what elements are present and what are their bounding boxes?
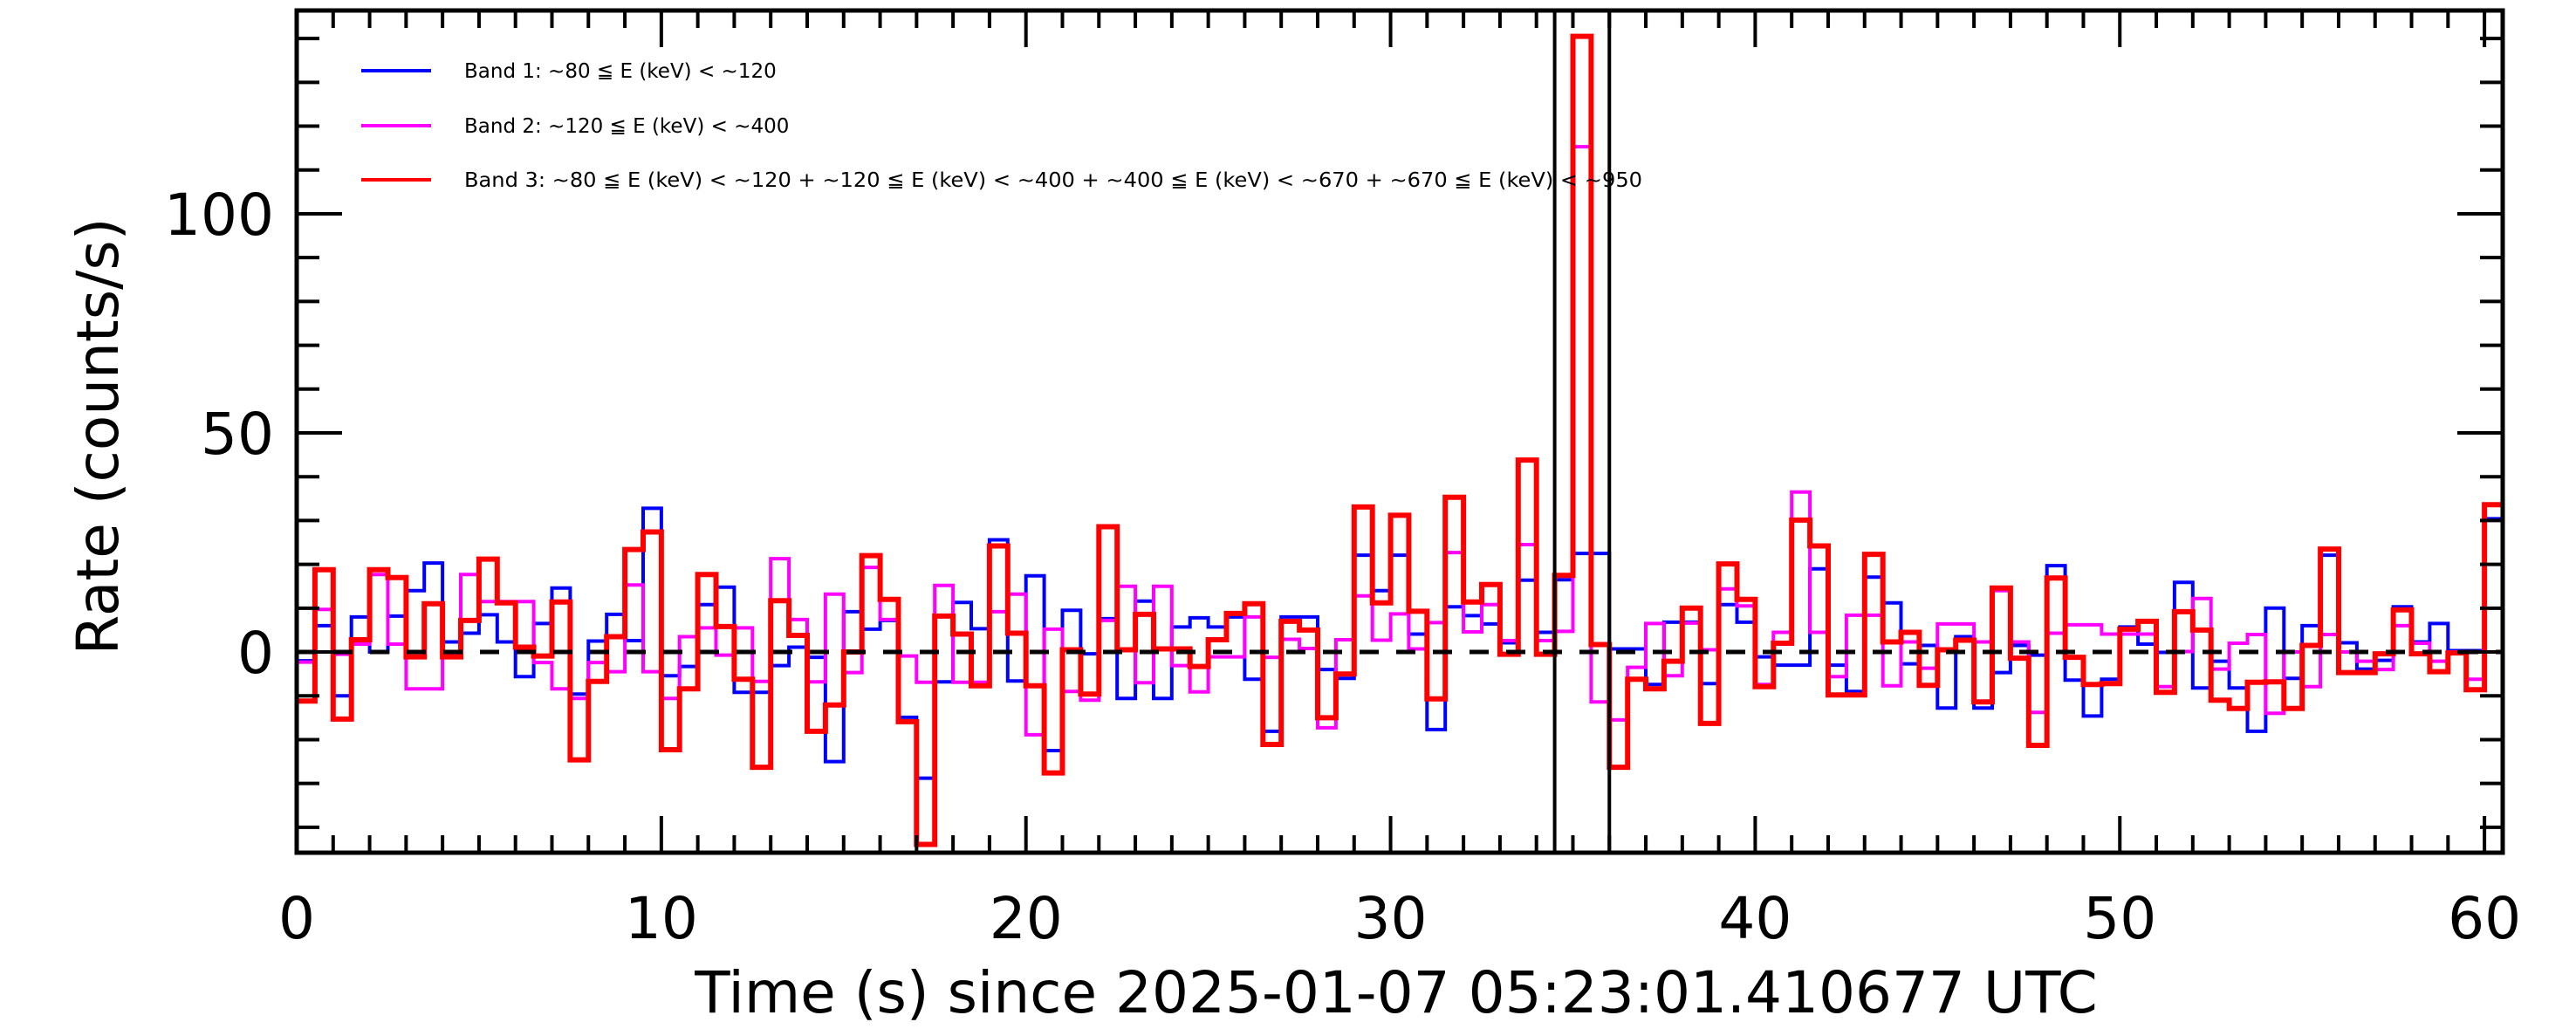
x-tick-label: 60 [2448,885,2521,952]
reference-layer [297,10,2503,853]
x-tick-label: 40 [1718,885,1792,952]
x-tick-label: 0 [278,885,315,952]
series-layer [297,33,2503,847]
legend-label-band-2: Band 2: ~120 ≦ E (keV) < ~400 [464,115,789,138]
x-tick-label: 30 [1354,885,1428,952]
y-tick-label: 100 [164,182,274,249]
plot-frame [294,8,2505,855]
axis-ticks [295,10,2503,853]
x-tick-labels: 0 10 20 30 40 50 60 [278,885,2521,952]
y-axis-title: Rate (counts/s) [65,217,132,655]
y-tick-labels: 0 50 100 [164,182,274,687]
x-axis-title: Time (s) since 2025-01-07 05:23:01.41067… [694,959,2098,1026]
x-tick-label: 20 [990,885,1063,952]
series-band-2-line [297,145,2503,737]
legend: Band 1: ~80 ≦ E (keV) < ~120 Band 2: ~12… [361,60,1642,192]
series-band-3-line [297,33,2503,847]
legend-label-band-1: Band 1: ~80 ≦ E (keV) < ~120 [464,60,777,83]
y-tick-label: 0 [237,620,274,687]
x-tick-label: 50 [2083,885,2156,952]
y-tick-label: 50 [201,401,274,468]
x-tick-label: 10 [625,885,698,952]
legend-label-band-3: Band 3: ~80 ≦ E (keV) < ~120 + ~120 ≦ E … [464,169,1642,192]
